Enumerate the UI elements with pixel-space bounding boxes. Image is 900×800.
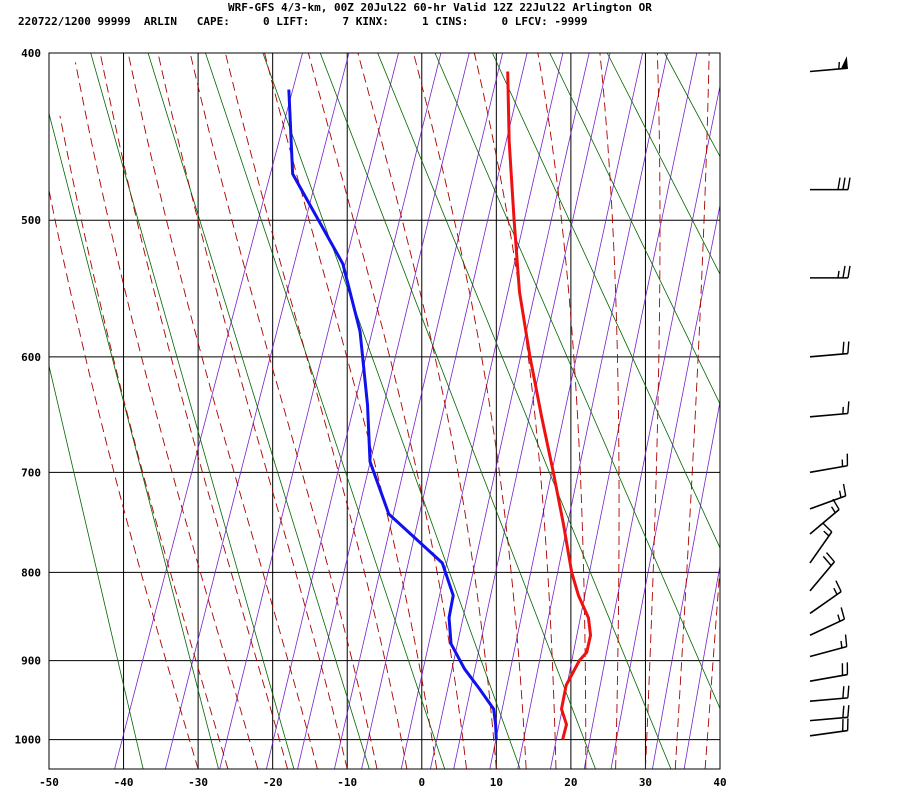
x-tick-label: 20	[564, 776, 577, 789]
wind-barb	[809, 522, 833, 564]
dry-adiabat-line	[549, 53, 720, 405]
sounding-indices: 220722/1200 99999 ARLIN CAPE: 0 LIFT: 7 …	[18, 15, 588, 28]
y-tick-label: 500	[21, 214, 41, 227]
dry-adiabat-line	[90, 53, 295, 769]
wind-barb	[809, 607, 846, 636]
moist-adiabat-line	[644, 53, 661, 769]
axis-tick-labels: 400 500 600 700 800 900 1000 -50 -40 -30 -20 -10 0 10…	[15, 47, 727, 789]
dry-adiabat-line	[205, 53, 446, 769]
wind-barb	[809, 552, 836, 592]
temperature-profile	[506, 71, 593, 740]
dry-adiabat-line	[49, 111, 219, 769]
wind-barb	[809, 685, 850, 702]
moist-adiabat-line	[157, 53, 348, 769]
dry-adiabat-line	[49, 364, 144, 769]
dry-adiabat-line	[837, 53, 900, 769]
dry-adiabat-line	[377, 53, 672, 769]
x-tick-label: -30	[188, 776, 208, 789]
mixing-ratio-line	[219, 53, 399, 769]
y-tick-label: 800	[21, 566, 41, 579]
moist-adiabat-line	[674, 53, 710, 769]
mixing-ratio-line	[430, 53, 590, 769]
mixing-ratio-line	[297, 53, 470, 769]
y-tick-label: 1000	[15, 734, 42, 747]
dry-adiabat-line	[722, 53, 900, 769]
dry-adiabat-line	[779, 53, 900, 769]
mixing-ratio-line	[489, 53, 643, 769]
mixing-ratio-line	[334, 53, 503, 769]
wind-barb	[809, 56, 848, 73]
moist-adiabat-line	[537, 53, 587, 769]
mixing-ratio-line	[683, 563, 720, 769]
wind-barb	[810, 177, 851, 191]
x-tick-label: 30	[639, 776, 652, 789]
mixing-ratio-line	[517, 53, 668, 769]
wind-barb	[809, 662, 849, 682]
mixing-ratio-line	[453, 53, 611, 769]
x-tick-label: 40	[713, 776, 726, 789]
dewpoint-profile	[287, 89, 498, 740]
moist-adiabat-line	[224, 53, 408, 769]
x-tick-label: -50	[39, 776, 59, 789]
moist-adiabat-line	[189, 53, 378, 769]
y-tick-label: 400	[21, 47, 41, 60]
mixing-ratio-line	[652, 399, 720, 769]
x-tick-label: -10	[337, 776, 357, 789]
wind-barb	[809, 580, 842, 615]
dry-adiabat-line	[894, 53, 900, 769]
y-tick-label: 700	[21, 466, 41, 479]
y-tick-label: 900	[21, 655, 41, 668]
mixing-ratio-line	[164, 53, 350, 769]
wind-barb	[810, 265, 851, 279]
moist-adiabat-line	[307, 53, 467, 769]
wind-barb	[809, 705, 850, 722]
moist-adiabat-line	[357, 53, 497, 769]
dry-adiabat-line	[262, 53, 521, 769]
mixing-ratio-line	[400, 53, 564, 769]
moist-adiabat-line	[99, 53, 289, 769]
mixing-ratio-line	[265, 53, 442, 769]
plot-frame	[48, 52, 721, 770]
mixing-ratio-line	[610, 203, 720, 769]
x-tick-label: -20	[263, 776, 283, 789]
dry-adiabats	[49, 53, 900, 769]
profile-series	[287, 71, 593, 740]
mixing-ratio-line	[361, 53, 528, 769]
moist-adiabat-line	[473, 53, 557, 769]
moist-adiabat-line	[59, 115, 229, 769]
x-tick-label: -40	[114, 776, 134, 789]
mixing-ratio-line	[550, 53, 698, 769]
moist-adiabat-line	[49, 187, 199, 769]
dry-adiabat-line	[147, 53, 370, 769]
wind-barb	[809, 401, 850, 418]
moist-adiabat-line	[704, 561, 720, 769]
dry-adiabat-line	[492, 53, 720, 549]
moist-adiabat-line	[127, 53, 318, 769]
y-tick-label: 600	[21, 351, 41, 364]
wind-barb	[809, 453, 849, 474]
wind-barb	[809, 634, 848, 658]
mixing-ratio-line	[583, 84, 720, 769]
x-tick-label: 0	[418, 776, 425, 789]
dry-adiabat-line	[319, 53, 596, 769]
dry-adiabat-line	[606, 53, 720, 276]
moist-adiabats	[49, 53, 798, 769]
wind-barb	[809, 483, 847, 510]
x-tick-label: 10	[490, 776, 503, 789]
chart-title: WRF-GFS 4/3-km, 00Z 20Jul22 60-hr Valid …	[228, 1, 652, 14]
wind-barb	[809, 718, 849, 737]
wind-barb	[809, 498, 840, 535]
mixing-ratio-line	[721, 53, 848, 769]
wind-barb	[809, 341, 850, 358]
moist-adiabat-line	[735, 53, 798, 769]
dry-adiabat-line	[434, 53, 720, 710]
wind-barbs	[809, 56, 851, 737]
mixing-ratio-line	[114, 53, 303, 769]
moist-adiabat-line	[599, 53, 620, 769]
moist-adiabat-line	[264, 53, 438, 769]
moist-adiabat-line	[74, 62, 259, 769]
